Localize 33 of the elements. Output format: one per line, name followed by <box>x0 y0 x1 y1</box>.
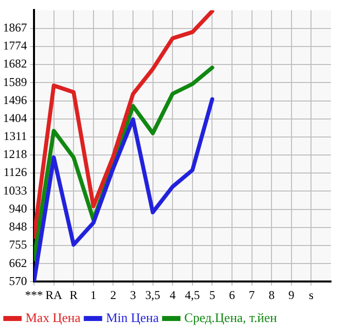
y-tick-label: 1218 <box>3 147 27 162</box>
x-tick-label: 4 <box>170 288 176 302</box>
x-tick-label: 4,5 <box>184 288 200 302</box>
x-tick-label: 8 <box>268 288 275 302</box>
x-tick-label: 3 <box>130 288 136 302</box>
y-tick-label: 755 <box>9 238 27 252</box>
x-tick-label: 5 <box>209 288 216 302</box>
y-tick-label: 1311 <box>3 129 27 144</box>
x-tick-label: 2 <box>110 288 116 302</box>
y-tick-label: 940 <box>9 202 27 216</box>
legend-label: Max Цена <box>26 310 81 325</box>
x-tick-label: 6 <box>229 288 235 302</box>
y-tick-label: 1404 <box>3 110 27 125</box>
x-tick-label: R <box>70 288 78 302</box>
x-tick-label: 9 <box>288 288 294 302</box>
x-tick-label: s <box>308 288 314 302</box>
x-tick-label: 3,5 <box>145 288 160 302</box>
y-tick-label: 1774 <box>3 38 27 53</box>
y-tick-label: 1126 <box>3 165 27 180</box>
y-tick-label: 1496 <box>3 92 27 107</box>
legend-label: Сред.Цена, т.йен <box>184 310 277 325</box>
x-tick-label: 7 <box>248 288 255 302</box>
legend-label: Min Цена <box>106 310 159 325</box>
x-tick-label: RA <box>45 288 62 302</box>
x-tick-label: *** <box>25 288 43 302</box>
x-tick-label: 1 <box>90 288 96 302</box>
y-tick-label: 1589 <box>3 74 27 89</box>
y-tick-label: 1682 <box>3 56 27 71</box>
y-tick-label: 1033 <box>3 183 27 198</box>
y-tick-label: 848 <box>9 219 27 234</box>
y-tick-label: 1867 <box>3 20 27 35</box>
y-tick-label: 570 <box>9 274 27 288</box>
y-tick-label: 662 <box>9 256 27 270</box>
